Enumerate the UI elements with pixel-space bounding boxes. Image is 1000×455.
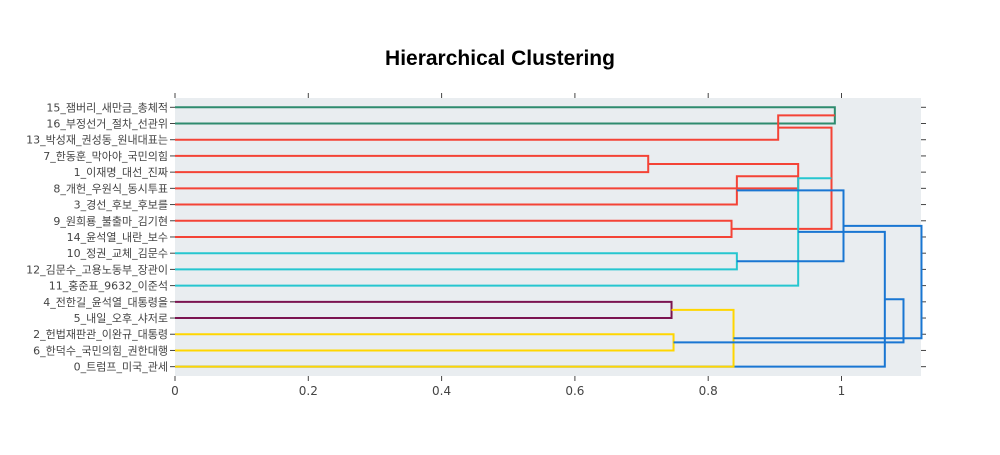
leaf-label: 6_한덕수_국민의힘_권한대행 (33, 344, 168, 357)
leaf-label: 10_정권_교체_김문수 (67, 247, 168, 260)
leaf-label: 3_경선_후보_후보를 (74, 199, 168, 212)
chart-title: Hierarchical Clustering (385, 47, 615, 70)
dendrogram-link (175, 252, 738, 271)
x-tick-label: 1 (838, 384, 846, 398)
x-tick-label: 0.6 (565, 384, 584, 398)
leaf-label: 9_원희룡_불출마_김기현 (53, 215, 168, 228)
axes: 0 0.2 0.4 0.6 0.8 1 (170, 93, 926, 398)
dendrogram-link (175, 300, 673, 320)
dendrogram-link (733, 224, 923, 340)
x-tick-label: 0 (171, 384, 179, 398)
dendrogram-link (175, 175, 799, 206)
leaf-label: 0_트럼프_미국_관세 (74, 361, 168, 374)
dendrogram-link (175, 177, 832, 287)
leaf-label: 2_헌법재판관_이완규_대통령 (33, 328, 168, 341)
leaf-label: 5_내일_오후_샤저로 (74, 311, 168, 325)
dendrogram-links (175, 106, 923, 368)
leaf-label: 14_윤석열_내란_보수 (67, 231, 168, 244)
leaf-label: 11_홍준표_9632_이준석 (49, 279, 168, 293)
leaf-label: 8_개헌_우원식_동시투표 (53, 182, 168, 195)
leaf-label: 7_한동훈_막아야_국민의힘 (43, 150, 168, 163)
x-tick-label: 0.2 (299, 384, 318, 398)
leaf-label: 15_잼버리_새만금_총체적 (46, 101, 168, 114)
dendrogram-link (175, 114, 835, 141)
leaf-label: 13_박성재_권성동_원내대표는 (26, 134, 168, 147)
x-tick-label: 0.4 (432, 384, 451, 398)
leaf-label: 16_부정선거_절차_선관위 (46, 118, 168, 131)
leaf-label: 12_김문수_고용노동부_장관이 (26, 263, 168, 276)
leaf-label: 4_전한길_윤석열_대통령을 (43, 296, 168, 309)
dendrogram-link (731, 126, 833, 230)
leaf-label: 1_이재명_대선_진짜 (74, 166, 168, 179)
leaf-labels: 15_잼버리_새만금_총체적 16_부정선거_절차_선관위 13_박성재_권성동_원… (26, 101, 168, 373)
x-tick-label: 0.8 (699, 384, 718, 398)
dendrogram-link (673, 298, 905, 344)
